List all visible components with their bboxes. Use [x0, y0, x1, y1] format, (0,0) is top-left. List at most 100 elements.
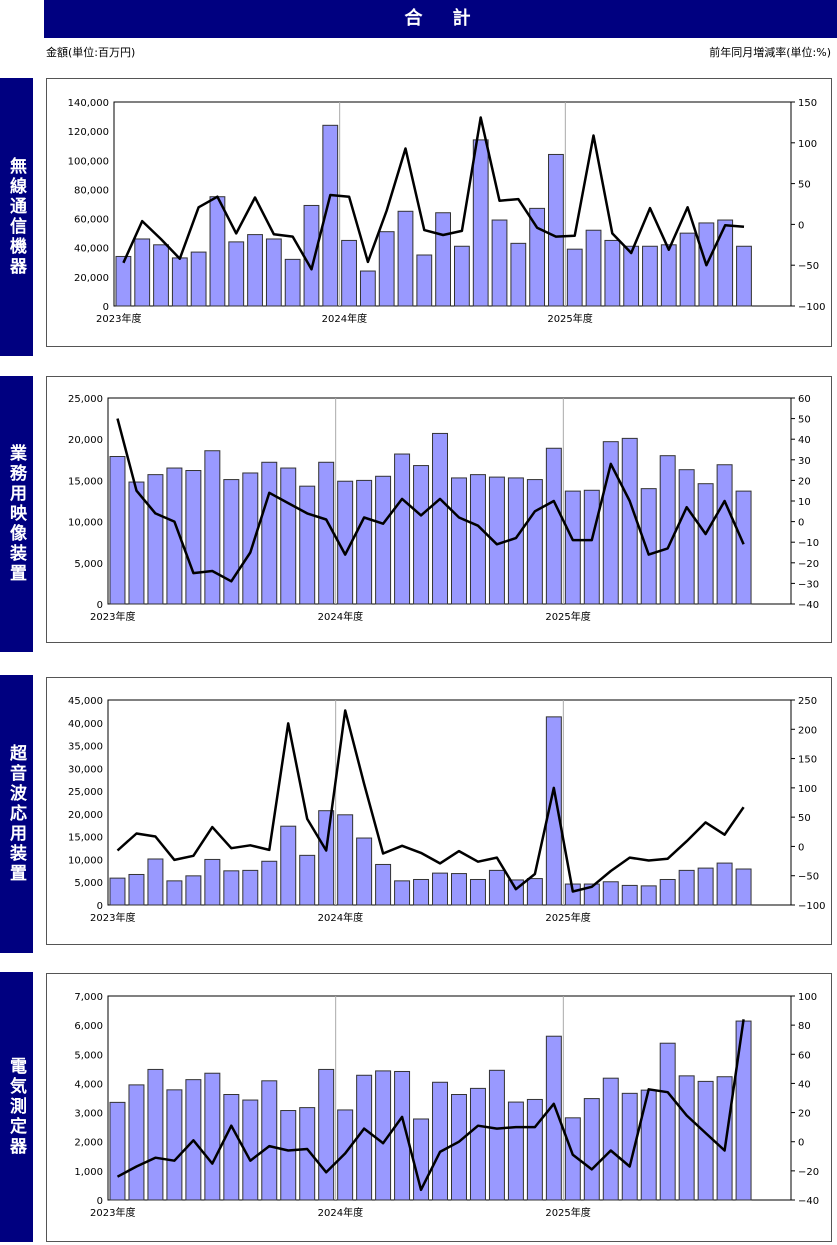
bar — [115, 255, 132, 307]
bar — [454, 245, 470, 307]
bar — [583, 489, 600, 605]
category-label-3: 電気測定器 — [0, 972, 33, 1242]
x-axis-label: 2025年度 — [545, 911, 590, 924]
bar — [299, 485, 316, 605]
bar — [416, 254, 433, 307]
right-tick-label: 0 — [798, 1138, 804, 1149]
bar — [147, 858, 164, 906]
x-axis-label: 2023年度 — [90, 911, 135, 924]
right-tick-label: 10 — [798, 497, 811, 508]
bar — [469, 1087, 486, 1201]
x-axis-label: 2024年度 — [322, 312, 367, 325]
bar — [261, 461, 278, 605]
bar — [432, 872, 448, 906]
page-title: 合 計 — [44, 0, 837, 38]
right-tick-label: 150 — [798, 755, 817, 766]
bar — [545, 447, 562, 605]
bar — [621, 1092, 638, 1201]
right-tick-label: −100 — [798, 901, 825, 912]
bar — [583, 1098, 600, 1201]
left-tick-label: 7,000 — [74, 992, 103, 1003]
bar — [469, 474, 486, 605]
bar — [679, 232, 696, 307]
bar — [322, 124, 339, 307]
left-tick-label: 3,000 — [74, 1109, 103, 1120]
bar — [356, 479, 373, 605]
x-axis-label: 2024年度 — [318, 1206, 363, 1219]
left-tick-label: 0 — [97, 901, 103, 912]
left-tick-label: 10,000 — [68, 855, 103, 866]
right-tick-label: 40 — [798, 1079, 811, 1090]
bar — [621, 884, 638, 906]
bar — [190, 251, 207, 307]
bar — [432, 432, 448, 605]
yoy-line — [116, 709, 745, 893]
bar — [413, 878, 430, 906]
bar — [375, 863, 392, 906]
chart-0: 0 20,000 40,000 60,000 80,000 100,000 120,000 1… — [68, 98, 826, 325]
right-tick-label: −20 — [798, 1167, 819, 1178]
left-tick-label: 35,000 — [68, 742, 103, 753]
x-axis-label: 2024年度 — [318, 610, 363, 623]
left-tick-label: 0 — [97, 600, 103, 611]
bar — [717, 219, 734, 307]
bar — [435, 212, 452, 307]
right-tick-label: 50 — [798, 180, 811, 191]
x-axis-label: 2025年度 — [545, 1206, 590, 1219]
bar — [204, 1072, 221, 1201]
right-tick-label: 100 — [798, 784, 817, 795]
bar — [166, 880, 183, 906]
right-tick-label: 0 — [798, 842, 804, 853]
right-tick-label: 0 — [798, 518, 804, 529]
bar — [716, 862, 733, 906]
bar — [564, 490, 581, 605]
bar — [678, 1075, 695, 1201]
left-tick-label: 20,000 — [74, 273, 109, 284]
right-tick-label: 50 — [798, 813, 811, 824]
bar — [602, 881, 619, 906]
left-tick-label: 5,000 — [74, 878, 103, 889]
bar — [147, 474, 164, 605]
right-tick-label: 250 — [798, 696, 817, 707]
left-tick-label: 25,000 — [68, 394, 103, 405]
bar — [469, 878, 486, 906]
right-tick-label: 20 — [798, 1109, 811, 1120]
bar — [242, 869, 259, 906]
bar — [585, 229, 602, 307]
bar — [166, 467, 183, 605]
left-tick-label: 4,000 — [74, 1079, 103, 1090]
bar — [109, 1101, 126, 1201]
bar — [337, 814, 354, 906]
chart-panel-0: 0 20,000 40,000 60,000 80,000 100,000 120,000 1… — [46, 78, 832, 347]
bar — [128, 1084, 145, 1201]
bar — [451, 873, 467, 906]
bar — [697, 483, 714, 605]
bar — [488, 1069, 505, 1201]
bar — [640, 488, 657, 605]
bar — [375, 475, 392, 605]
bar — [548, 153, 564, 307]
bar — [660, 244, 677, 307]
bar — [318, 461, 335, 605]
left-tick-label: 0 — [103, 302, 109, 313]
category-label-2: 超音波応用装置 — [0, 675, 33, 953]
bar — [284, 258, 301, 307]
bar — [265, 238, 282, 307]
bar — [204, 450, 221, 605]
left-tick-label: 45,000 — [68, 696, 103, 707]
plot-area — [113, 101, 792, 307]
bar — [526, 878, 543, 906]
right-tick-label: −30 — [798, 579, 819, 590]
bar — [529, 207, 546, 307]
bar — [507, 1101, 524, 1201]
bar — [735, 868, 752, 906]
bar — [299, 854, 316, 906]
bar — [394, 880, 411, 906]
bar — [299, 1107, 316, 1201]
category-label-1: 業務用映像装置 — [0, 376, 33, 652]
right-tick-label: −10 — [798, 538, 819, 549]
left-tick-label: 6,000 — [74, 1021, 103, 1032]
right-tick-label: −40 — [798, 600, 819, 611]
category-label-0: 無線通信機器 — [0, 78, 33, 356]
bar — [545, 1035, 562, 1201]
